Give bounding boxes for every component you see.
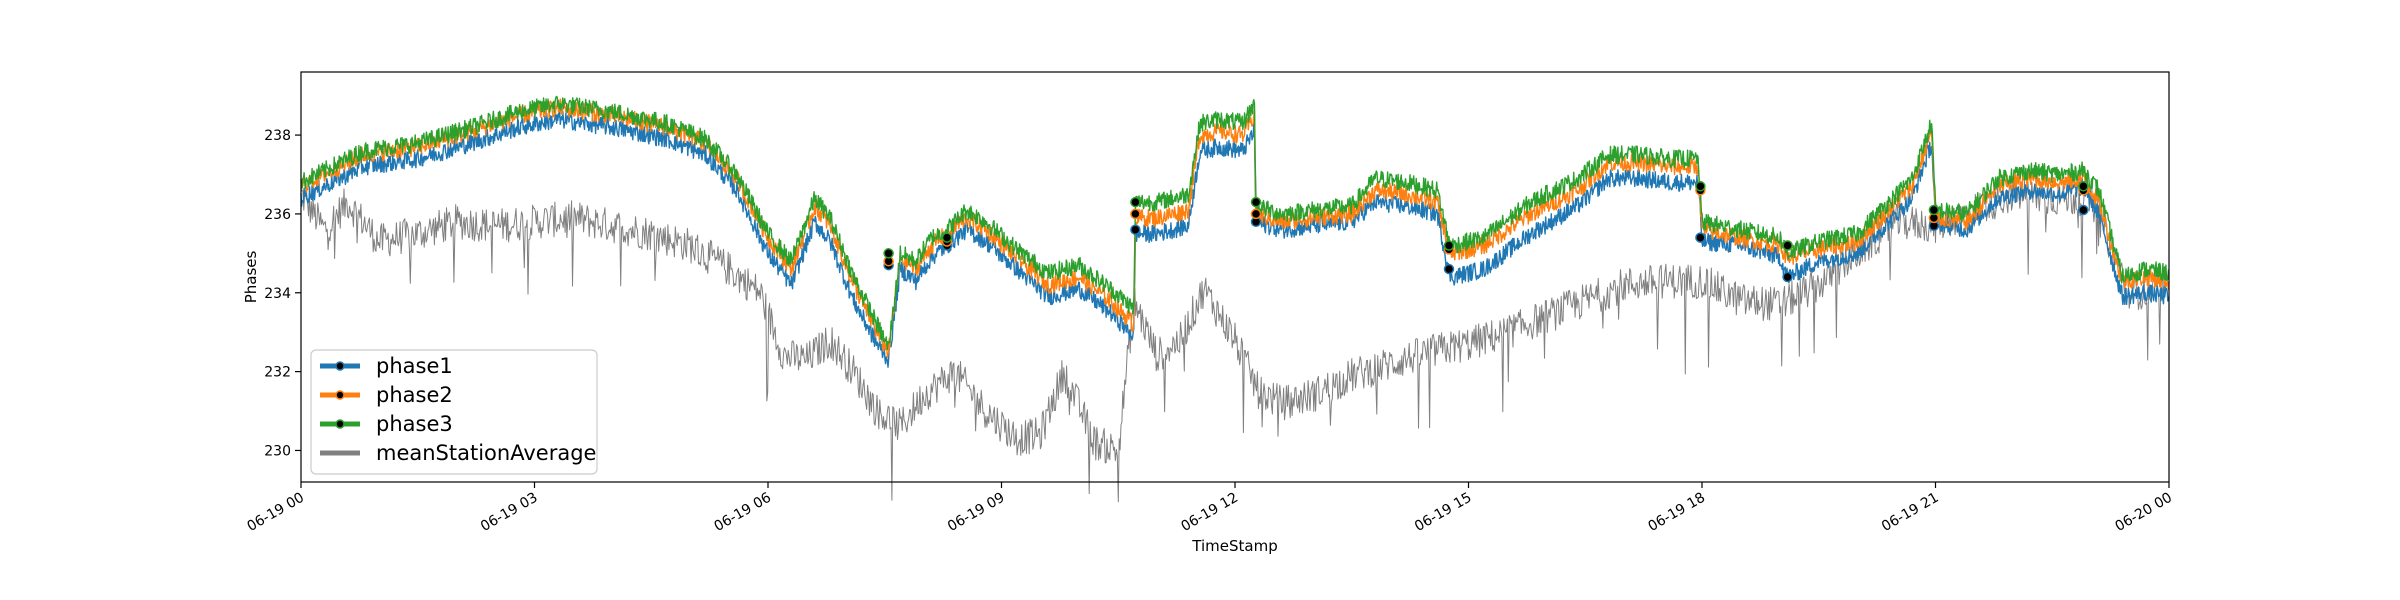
axes-frame [300,71,2170,483]
legend-label-phase1: phase1 [376,354,453,378]
series-line-phase1 [300,110,2170,368]
y-tick-label: 232 [264,365,291,381]
legend-marker-phase3 [335,419,345,429]
y-axis-title: Phases [242,251,260,304]
marker-phase1-8 [2078,204,2089,216]
y-tick-label: 238 [264,128,291,144]
marker-phase3-6 [1782,240,1793,251]
marker-phase1-2 [1130,224,1141,235]
series-line-phase3 [300,95,2170,351]
legend: phase1 phase2 phase3 meanStationAverage [310,349,598,475]
legend-label-meanStationAverage: meanStationAverage [376,441,596,465]
marker-phase2-2 [1130,208,1141,220]
y-tick-label: 236 [264,207,291,223]
marker-phase3-5 [1695,181,1706,192]
plot-area [300,95,2170,503]
marker-phase3-3 [1250,196,1262,208]
x-axis-title: TimeStamp [1191,537,1277,555]
y-tick-label: 230 [264,443,291,459]
marker-phase3-1 [941,232,953,243]
legend-label-phase3: phase3 [376,412,453,436]
marker-phase1-5 [1695,232,1706,243]
marker-phase3-8 [2078,181,2089,192]
legend-label-phase2: phase2 [376,383,453,407]
y-tick-label: 234 [264,286,291,302]
legend-marker-phase1 [335,361,345,371]
marker-phase3-0 [883,248,894,259]
marker-phase3-4 [1443,240,1455,251]
marker-phase2-3 [1250,208,1262,220]
marker-phase1-4 [1443,263,1455,275]
legend-marker-phase2 [335,390,345,400]
marker-phase3-2 [1130,196,1141,208]
legend-box [310,349,598,475]
y-axis: 230 232 234 236 238 [264,128,301,459]
marker-phase1-6 [1782,271,1793,283]
marker-phase3-7 [1928,204,1940,216]
